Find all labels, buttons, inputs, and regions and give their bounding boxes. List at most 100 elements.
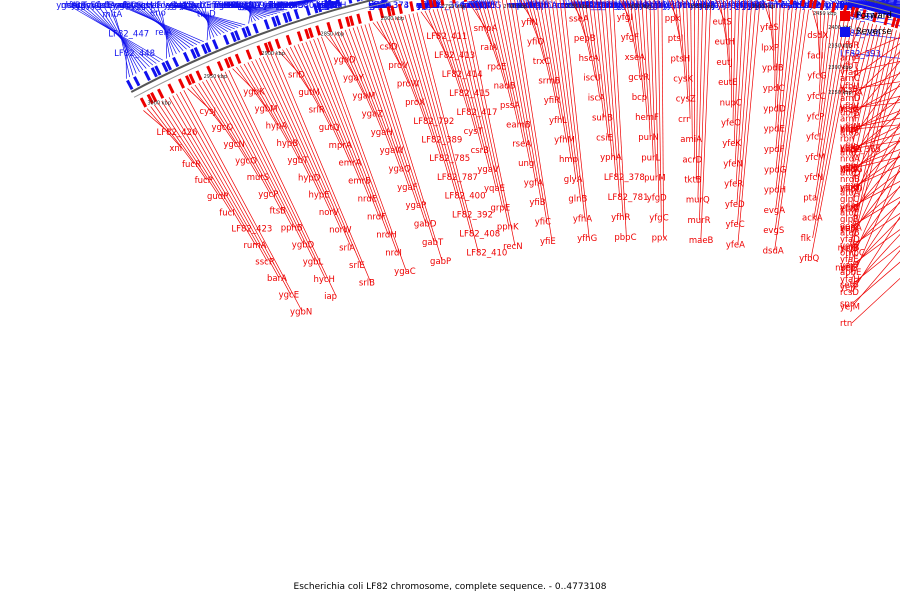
- gene-label[interactable]: yfeN: [723, 159, 743, 169]
- gene-label[interactable]: LF82_410: [466, 248, 507, 258]
- gene-label[interactable]: yfdX: [834, 1, 853, 11]
- gene-label[interactable]: eutB: [416, 1, 436, 11]
- gene-label[interactable]: ygaM: [352, 91, 375, 101]
- gene-label[interactable]: ypdF: [764, 145, 785, 155]
- gene-label[interactable]: yejF: [840, 283, 858, 293]
- gene-label[interactable]: nrdB: [840, 175, 860, 185]
- gene-label[interactable]: napA: [840, 145, 862, 155]
- gene-label[interactable]: yfbL: [840, 143, 858, 153]
- gene-label[interactable]: yfiN: [521, 18, 538, 28]
- gene-label[interactable]: cysJ: [199, 107, 216, 117]
- gene-label[interactable]: yfbV: [840, 102, 859, 112]
- gene-label[interactable]: hycC: [185, 1, 206, 11]
- gene-label[interactable]: yejH: [840, 104, 859, 114]
- gene-label[interactable]: cysI: [127, 1, 144, 11]
- gene-label[interactable]: LF82_448: [114, 49, 155, 59]
- gene-label[interactable]: yfaT: [729, 1, 748, 11]
- gene-label[interactable]: yeiR: [672, 1, 691, 11]
- gene-label[interactable]: LF82_391: [840, 1, 881, 11]
- gene-label[interactable]: rnc: [268, 1, 282, 11]
- gene-label[interactable]: yejL: [840, 124, 858, 134]
- gene-label[interactable]: murQ: [686, 196, 710, 206]
- gene-label[interactable]: smpA: [474, 24, 498, 34]
- gene-label[interactable]: yfcD: [787, 1, 807, 11]
- gene-label[interactable]: eutC: [370, 1, 390, 11]
- gene-label[interactable]: hypB: [277, 139, 299, 149]
- gene-label[interactable]: arnC: [840, 74, 860, 84]
- gene-label[interactable]: ubiX: [464, 1, 483, 11]
- gene-label[interactable]: LF82_385: [840, 1, 881, 11]
- gene-label[interactable]: LF82_392: [452, 211, 493, 221]
- gene-label[interactable]: yfeC: [840, 1, 859, 11]
- gene-label[interactable]: xapA: [840, 1, 862, 11]
- gene-label[interactable]: ygaQ: [388, 164, 411, 174]
- gene-label[interactable]: ompC: [840, 248, 865, 258]
- gene-label[interactable]: gshA: [239, 1, 260, 11]
- gene-label[interactable]: osmF: [644, 1, 667, 11]
- gene-label[interactable]: napH: [525, 1, 547, 11]
- gene-label[interactable]: mazG: [86, 1, 111, 11]
- gene-label[interactable]: norV: [319, 208, 339, 218]
- gene-label[interactable]: csiD: [380, 43, 398, 53]
- gene-label[interactable]: setB: [840, 280, 859, 290]
- gene-label[interactable]: mglA: [609, 1, 631, 11]
- gene-label[interactable]: LF82_409: [224, 1, 265, 11]
- gene-label[interactable]: alkB: [688, 1, 706, 11]
- gene-label[interactable]: LF82_381: [840, 1, 881, 11]
- gene-label[interactable]: ppk: [840, 1, 856, 11]
- gene-label[interactable]: yfaW: [735, 1, 757, 11]
- gene-label[interactable]: hypD: [298, 173, 321, 183]
- gene-label[interactable]: crr: [678, 115, 690, 125]
- gene-label[interactable]: ygbD: [292, 241, 315, 251]
- gene-label[interactable]: alaS: [158, 1, 176, 11]
- gene-label[interactable]: napF: [840, 125, 861, 135]
- gene-label[interactable]: nupC: [720, 98, 742, 108]
- gene-label[interactable]: LF82_415: [449, 89, 490, 99]
- gene-label[interactable]: nupC: [840, 1, 862, 11]
- gene-label[interactable]: LF82_383: [840, 1, 881, 11]
- gene-label[interactable]: srlE: [349, 261, 365, 271]
- gene-label[interactable]: murR: [687, 216, 710, 226]
- gene-label[interactable]: guaB: [369, 1, 391, 11]
- gene-label[interactable]: dsdA: [763, 246, 784, 256]
- gene-label[interactable]: ccmC: [555, 1, 579, 11]
- gene-label[interactable]: ygaZ: [362, 110, 384, 120]
- gene-label[interactable]: arnF: [840, 114, 859, 124]
- gene-label[interactable]: xseB: [840, 1, 861, 11]
- gene-label[interactable]: kgtP: [214, 1, 233, 11]
- gene-label[interactable]: ftsB: [270, 207, 287, 217]
- gene-label[interactable]: yfbE: [840, 203, 859, 213]
- gene-label[interactable]: lysP: [840, 1, 857, 11]
- gene-label[interactable]: yfeA: [840, 1, 859, 11]
- gene-label[interactable]: gabT: [422, 238, 444, 248]
- gene-label[interactable]: ypdA: [831, 1, 853, 11]
- gene-label[interactable]: xapR: [840, 1, 862, 11]
- gene-label[interactable]: maeB: [689, 236, 714, 246]
- gene-label[interactable]: recX: [170, 1, 189, 11]
- gene-label[interactable]: ygaY: [343, 73, 365, 83]
- gene-label[interactable]: yfbU: [840, 82, 860, 92]
- gene-label[interactable]: yeiC: [598, 1, 617, 11]
- gene-label[interactable]: recN: [503, 242, 523, 252]
- gene-label[interactable]: argT: [465, 1, 485, 11]
- gene-label[interactable]: xseA: [840, 1, 861, 11]
- gene-label[interactable]: ung: [518, 159, 534, 169]
- gene-label[interactable]: emrK: [840, 1, 863, 11]
- gene-label[interactable]: yejO: [840, 144, 860, 154]
- gene-label[interactable]: cysZ: [676, 95, 696, 105]
- gene-label[interactable]: ygdE: [91, 1, 112, 11]
- gene-label[interactable]: rpoE: [487, 62, 506, 72]
- gene-label[interactable]: yfcB: [840, 1, 859, 11]
- gene-label[interactable]: napC: [531, 1, 553, 11]
- gene-label[interactable]: hycB: [66, 1, 87, 11]
- gene-label[interactable]: ppk: [665, 14, 681, 24]
- gene-label[interactable]: hycG: [189, 1, 211, 11]
- gene-label[interactable]: srlD: [288, 70, 305, 80]
- gene-label[interactable]: ygcE: [279, 291, 299, 301]
- gene-label[interactable]: ygbI: [114, 1, 132, 11]
- gene-label[interactable]: rpsP: [210, 1, 228, 11]
- gene-label[interactable]: eutQ: [840, 1, 861, 11]
- gene-label[interactable]: srmB: [538, 77, 560, 87]
- gene-label[interactable]: LF82_414: [442, 70, 483, 80]
- gene-label[interactable]: LF82_397: [840, 1, 881, 11]
